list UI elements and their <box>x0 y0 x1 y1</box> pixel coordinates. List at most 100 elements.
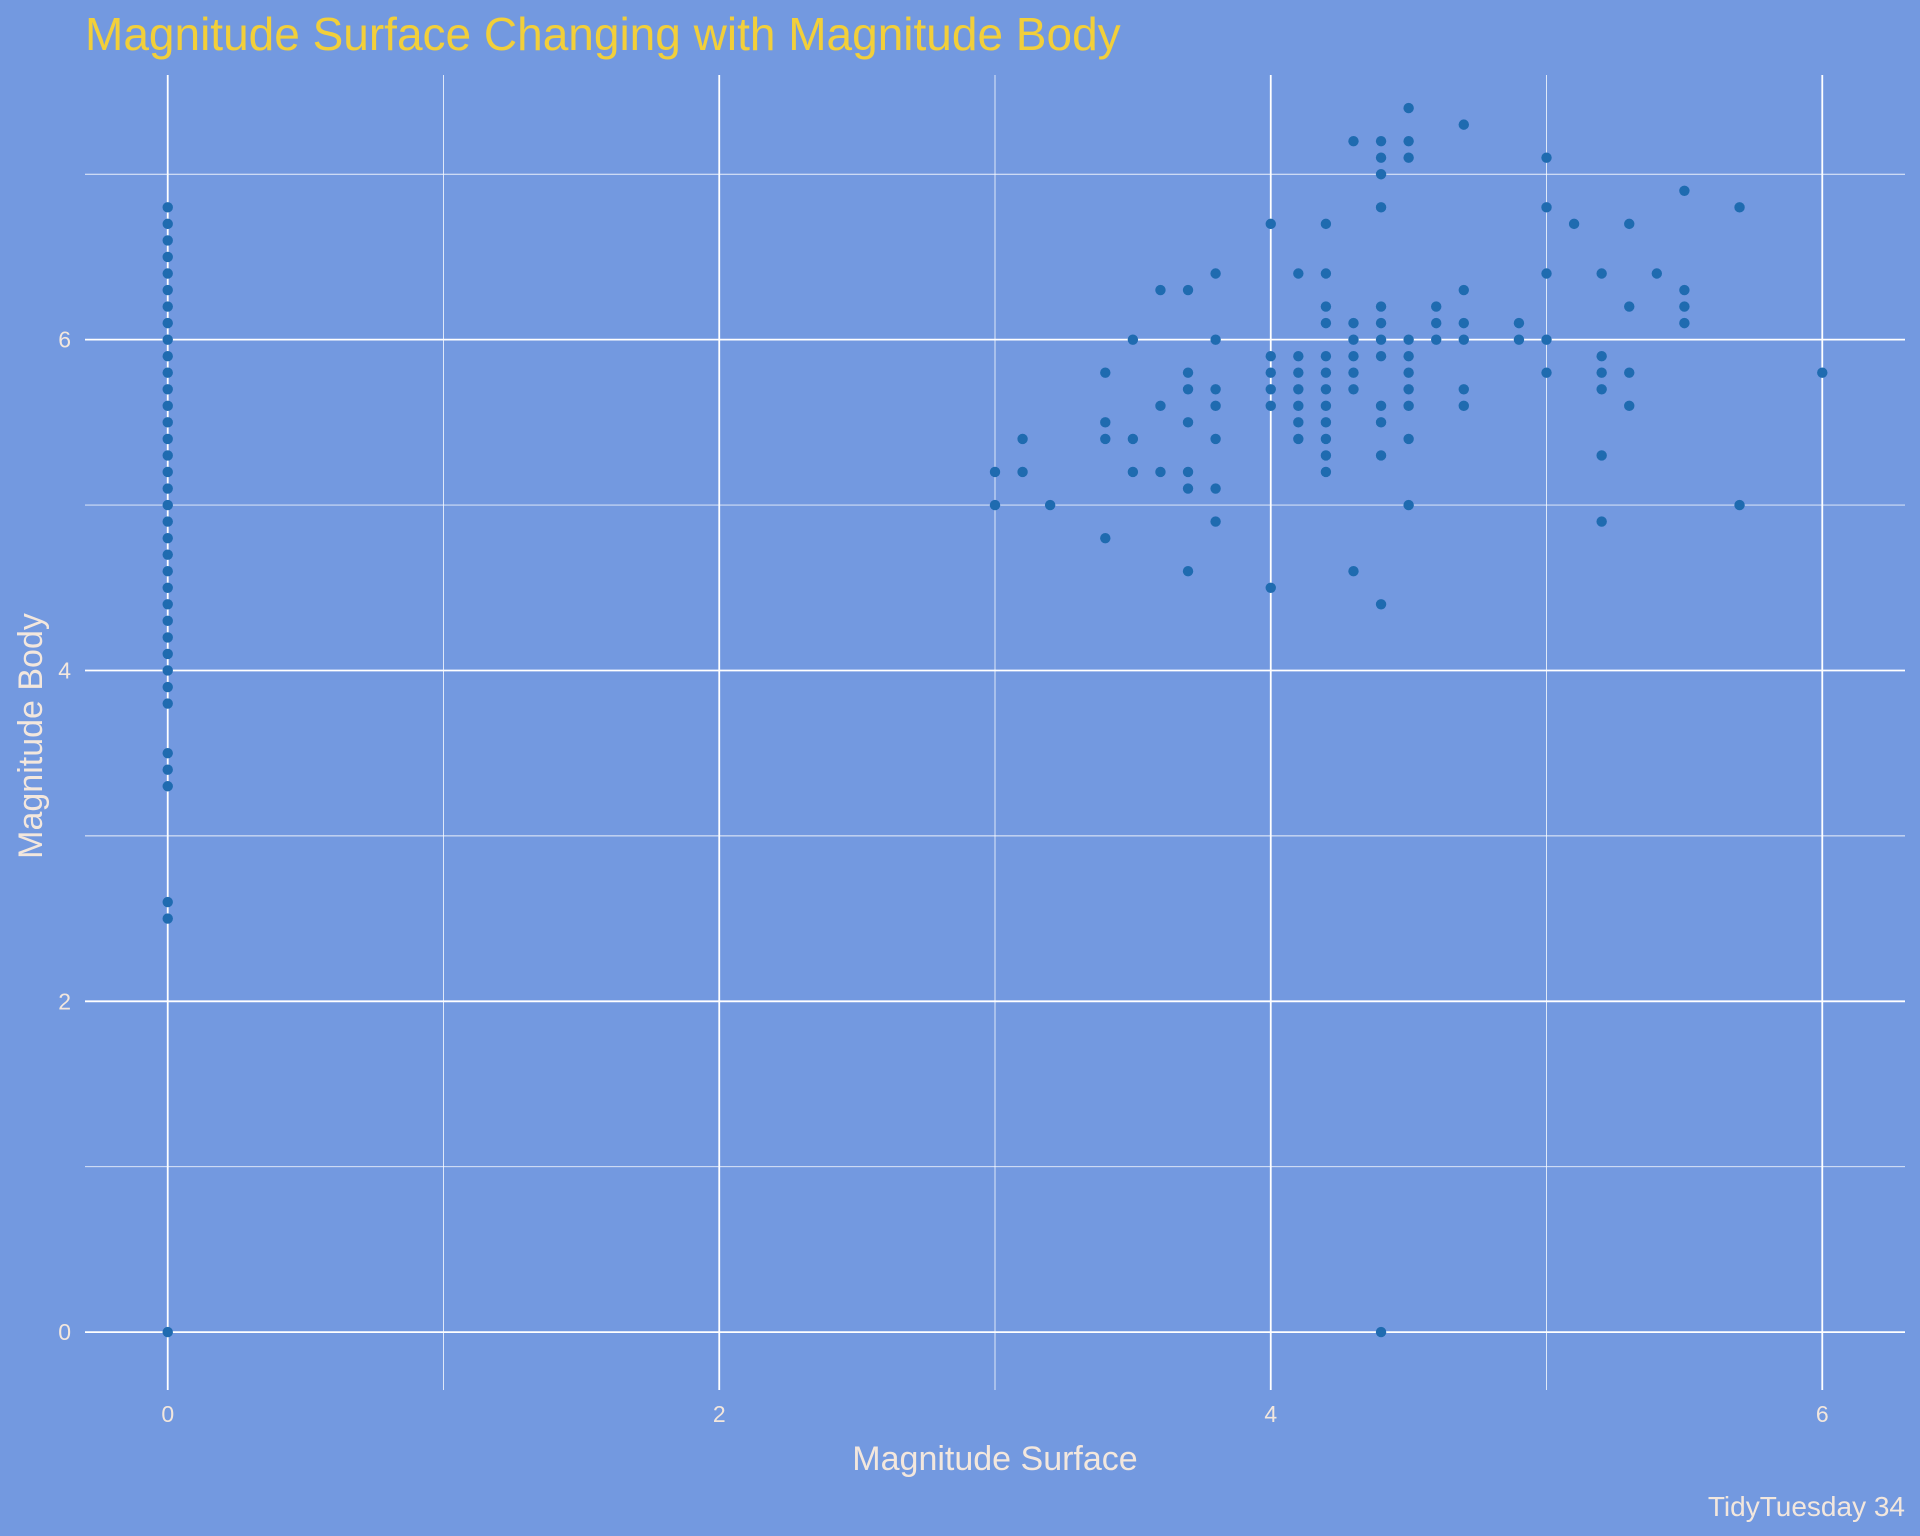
data-point <box>1403 135 1414 147</box>
data-point <box>1403 102 1414 114</box>
data-point <box>1348 135 1359 147</box>
x-tick-label: 0 <box>161 1401 174 1427</box>
data-point <box>1320 450 1332 461</box>
data-point <box>1293 268 1304 279</box>
data-point <box>1265 367 1276 378</box>
data-point <box>162 615 173 627</box>
data-point <box>1265 218 1276 230</box>
data-point <box>1100 532 1111 544</box>
data-point <box>162 384 173 395</box>
data-point <box>1596 350 1607 362</box>
data-point <box>989 499 1001 511</box>
data-point <box>1293 367 1304 378</box>
data-point <box>1348 384 1359 395</box>
data-point <box>1375 152 1387 163</box>
data-point <box>162 781 173 792</box>
data-point <box>1541 334 1552 345</box>
data-point <box>1182 384 1194 395</box>
data-point <box>162 251 173 263</box>
data-point <box>162 896 173 908</box>
data-point <box>1458 119 1469 130</box>
data-point <box>1596 268 1607 279</box>
y-axis-tick-labels: 0 2 4 6 <box>58 327 71 1345</box>
data-point <box>1458 284 1469 296</box>
data-point <box>1624 400 1635 412</box>
data-point <box>162 284 173 296</box>
data-point <box>1513 317 1525 329</box>
data-point <box>1431 317 1442 329</box>
data-point <box>1017 433 1028 445</box>
data-point <box>1265 384 1276 395</box>
data-point <box>1541 367 1552 378</box>
data-point <box>1734 499 1745 511</box>
data-point <box>1403 152 1414 163</box>
data-point <box>1375 301 1387 312</box>
x-tick-label: 4 <box>1264 1401 1277 1427</box>
data-point <box>1403 433 1414 445</box>
data-point <box>1817 367 1828 378</box>
chart-title: Magnitude Surface Changing with Magnitud… <box>85 8 1121 60</box>
data-point <box>1210 433 1221 445</box>
data-point <box>1265 400 1276 412</box>
data-point <box>1348 566 1359 577</box>
data-point <box>1348 350 1359 362</box>
data-point <box>1210 483 1221 494</box>
data-point <box>162 747 173 759</box>
data-point <box>1155 284 1166 296</box>
data-point <box>1596 384 1607 395</box>
data-point <box>1320 218 1332 230</box>
data-point <box>162 301 173 312</box>
data-point <box>162 450 173 461</box>
data-point <box>1679 317 1690 329</box>
data-point <box>1403 334 1414 345</box>
data-point <box>1127 433 1139 445</box>
data-point <box>1155 466 1166 478</box>
major-gridlines <box>85 75 1905 1390</box>
data-point <box>1293 350 1304 362</box>
x-axis-tick-labels: 0 2 4 6 <box>161 1401 1828 1427</box>
data-point <box>1375 334 1387 345</box>
data-point <box>1348 367 1359 378</box>
data-point <box>1458 334 1469 345</box>
data-point <box>1679 301 1690 312</box>
data-point <box>1624 218 1635 230</box>
data-point <box>1431 334 1442 345</box>
data-point <box>1375 169 1387 180</box>
data-point <box>162 433 173 445</box>
data-point <box>162 218 173 230</box>
data-point <box>1541 202 1552 213</box>
y-tick-label: 2 <box>58 988 71 1014</box>
data-point <box>1210 516 1221 527</box>
data-point <box>1375 417 1387 428</box>
data-point <box>1679 284 1690 296</box>
data-point <box>1320 417 1332 428</box>
data-point <box>1210 334 1221 345</box>
data-point <box>162 466 173 478</box>
data-point <box>162 350 173 362</box>
data-point <box>1182 466 1194 478</box>
data-point <box>1320 317 1332 329</box>
data-point <box>1375 135 1387 147</box>
chart-caption: TidyTuesday 34 <box>1708 1491 1905 1522</box>
data-point <box>1375 450 1387 461</box>
data-point <box>162 681 173 693</box>
data-point <box>1348 317 1359 329</box>
data-point <box>162 532 173 544</box>
data-point <box>1320 400 1332 412</box>
data-point <box>1375 599 1387 610</box>
data-point <box>1403 367 1414 378</box>
data-point <box>1403 499 1414 511</box>
data-points <box>162 102 1828 1338</box>
y-tick-label: 0 <box>58 1319 71 1345</box>
data-point <box>1293 384 1304 395</box>
data-point <box>162 367 173 378</box>
data-point <box>1320 367 1332 378</box>
data-point <box>1210 400 1221 412</box>
data-point <box>162 483 173 494</box>
x-tick-label: 6 <box>1816 1401 1829 1427</box>
data-point <box>162 235 173 246</box>
data-point <box>1210 268 1221 279</box>
data-point <box>1320 268 1332 279</box>
data-point <box>1127 466 1139 478</box>
data-point <box>1182 284 1194 296</box>
